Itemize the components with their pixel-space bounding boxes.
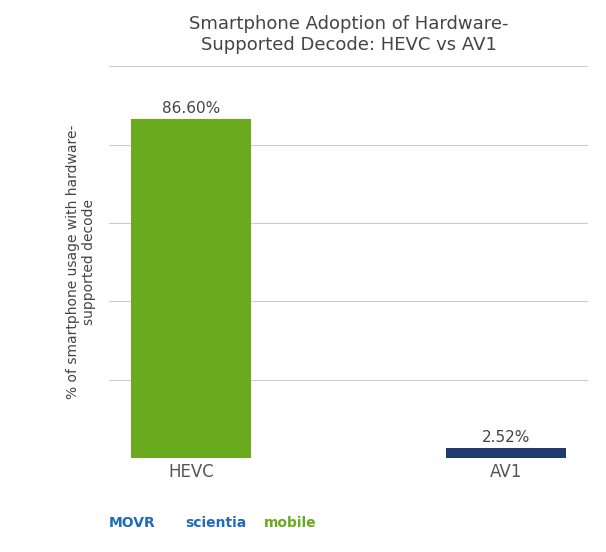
Text: 86.60%: 86.60% <box>162 100 220 115</box>
Text: mobile: mobile <box>264 516 316 530</box>
Text: MOVR: MOVR <box>109 516 156 530</box>
Text: scientia: scientia <box>185 516 246 530</box>
Bar <box>131 119 251 458</box>
Text: 2.52%: 2.52% <box>482 430 530 445</box>
Y-axis label: % of smartphone usage with hardware-
supported decode: % of smartphone usage with hardware- sup… <box>65 125 96 400</box>
Bar <box>446 448 566 458</box>
Title: Smartphone Adoption of Hardware-
Supported Decode: HEVC vs AV1: Smartphone Adoption of Hardware- Support… <box>188 15 508 54</box>
